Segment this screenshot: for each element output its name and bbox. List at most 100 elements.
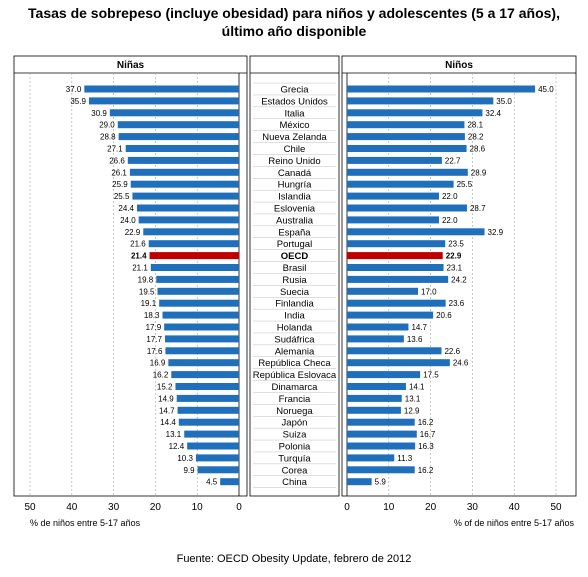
country-label: Sudáfrica — [274, 334, 315, 345]
boys-bar-Francia — [347, 394, 402, 402]
overweight-rates-chart: Niñas 0 10 20 30 40 50 % de niños entre 5-17 añ… — [13, 55, 577, 528]
girls-bar-Rusia — [156, 275, 239, 283]
girls-bar-Dinamarca — [175, 383, 239, 390]
girls-value-label: 21.6 — [130, 240, 146, 249]
boys-bar-China — [347, 478, 372, 486]
girls-value-label: 16.2 — [153, 371, 169, 380]
girls-value-label: 18.3 — [144, 311, 160, 320]
boys-value-label: 28.2 — [468, 133, 484, 142]
country-panel-frame — [249, 55, 340, 497]
boys-value-label: 35.0 — [496, 97, 512, 106]
girls-bar-India — [162, 311, 239, 319]
boys-value-label: 25.5 — [457, 180, 473, 189]
boys-x-tick-label: 40 — [509, 502, 521, 513]
boys-value-label: 28.9 — [471, 168, 487, 177]
girls-bar-Australia — [138, 216, 239, 224]
boys-bar-OECD — [347, 252, 443, 260]
boys-panel: Niños 0 10 20 30 40 50 % of de niños entre 5-17… — [341, 55, 577, 528]
boys-bar-Portugal — [347, 240, 446, 248]
boys-bar-India — [347, 311, 434, 319]
country-label: República Eslovaca — [253, 370, 337, 381]
girls-bar-Portugal — [148, 240, 239, 248]
girls-value-label: 14.7 — [159, 406, 175, 415]
girls-value-label: 27.1 — [107, 145, 123, 154]
boys-value-label: 23.1 — [447, 264, 463, 273]
boys-value-label: 22.0 — [442, 192, 458, 201]
country-label: Holanda — [277, 323, 313, 334]
girls-value-label: 19.1 — [141, 299, 157, 308]
boys-bar-Australia — [347, 216, 439, 224]
boys-bar-Islandia — [347, 192, 439, 200]
girls-x-tick-label: 20 — [150, 502, 162, 513]
country-label: Dinamarca — [272, 382, 319, 393]
girls-value-label: 19.8 — [138, 275, 154, 284]
country-label: Noruega — [276, 406, 313, 417]
boys-bar-Suiza — [347, 430, 417, 438]
boys-bar-Sudáfrica — [347, 335, 404, 343]
girls-bar-OECD — [149, 252, 239, 260]
boys-bar-Rusia — [347, 275, 449, 283]
girls-bar-Holanda — [164, 323, 239, 331]
boys-bar-Corea — [347, 466, 415, 474]
boys-bar-Brasil — [347, 264, 444, 271]
girls-value-label: 26.6 — [109, 156, 125, 165]
boys-value-label: 45.0 — [538, 85, 554, 94]
boys-bar-Suecia — [347, 287, 419, 295]
boys-value-label: 24.6 — [453, 359, 469, 368]
boys-value-label: 13.1 — [405, 394, 421, 403]
country-label: Corea — [282, 465, 309, 476]
girls-value-label: 21.4 — [131, 252, 147, 261]
boys-value-label: 32.4 — [485, 109, 501, 118]
girls-bar-Canadá — [129, 168, 239, 176]
girls-bar-Brasil — [150, 264, 239, 271]
girls-value-label: 28.8 — [100, 133, 116, 142]
country-label: Finlandia — [275, 299, 314, 310]
country-label: Japón — [282, 418, 308, 429]
boys-bar-Reino Unido — [347, 156, 442, 164]
girls-bar-Turquía — [195, 454, 239, 462]
boys-value-label: 22.0 — [442, 216, 458, 225]
girls-bar-República Eslovaca — [171, 371, 239, 379]
country-label: India — [284, 311, 305, 322]
girls-bar-México — [117, 121, 239, 129]
girls-bar-Estados Unidos — [88, 97, 239, 105]
boys-value-label: 23.6 — [449, 299, 465, 308]
boys-bar-Polonia — [347, 442, 416, 450]
girls-x-tick-label: 50 — [24, 502, 36, 513]
country-label: Polonia — [279, 442, 311, 453]
country-label: Alemania — [275, 346, 315, 357]
country-label: Chile — [284, 144, 306, 155]
country-label: Estados Unidos — [261, 96, 328, 107]
girls-value-label: 25.5 — [114, 192, 130, 201]
boys-value-label: 16.2 — [418, 418, 434, 427]
girls-value-label: 25.9 — [112, 180, 128, 189]
boys-value-label: 13.6 — [407, 335, 423, 344]
girls-value-label: 19.5 — [139, 287, 155, 296]
boys-bar-Hungría — [347, 180, 454, 188]
boys-value-label: 5.9 — [375, 478, 387, 487]
boys-bar-Estados Unidos — [347, 97, 494, 105]
girls-bar-Nueva Zelanda — [118, 133, 239, 141]
girls-value-label: 12.4 — [169, 442, 185, 451]
girls-value-label: 17.7 — [146, 335, 162, 344]
boys-value-label: 22.7 — [445, 156, 461, 165]
boys-value-label: 17.0 — [421, 287, 437, 296]
girls-x-tick-label: 40 — [66, 502, 78, 513]
boys-axis-label: % of de niños entre 5-17 años — [454, 518, 575, 528]
boys-value-label: 14.1 — [409, 383, 425, 392]
country-label: Eslovenia — [274, 204, 316, 215]
boys-bar-República Eslovaca — [347, 371, 421, 379]
girls-bar-Corea — [197, 466, 239, 474]
country-label: República Checa — [258, 358, 331, 369]
country-label: China — [282, 477, 308, 488]
country-label: Brasil — [283, 263, 307, 274]
boys-panel-title: Niños — [445, 60, 473, 71]
girls-bar-Suecia — [157, 287, 239, 295]
boys-bar-Dinamarca — [347, 383, 406, 390]
girls-bar-Francia — [176, 394, 239, 402]
boys-bar-Nueva Zelanda — [347, 133, 465, 141]
boys-value-label: 22.6 — [444, 347, 460, 356]
girls-value-label: 29.0 — [99, 121, 115, 130]
boys-bar-Finlandia — [347, 299, 446, 307]
chart-title-line-1: Tasas de sobrepeso (incluye obesidad) pa… — [28, 5, 560, 21]
